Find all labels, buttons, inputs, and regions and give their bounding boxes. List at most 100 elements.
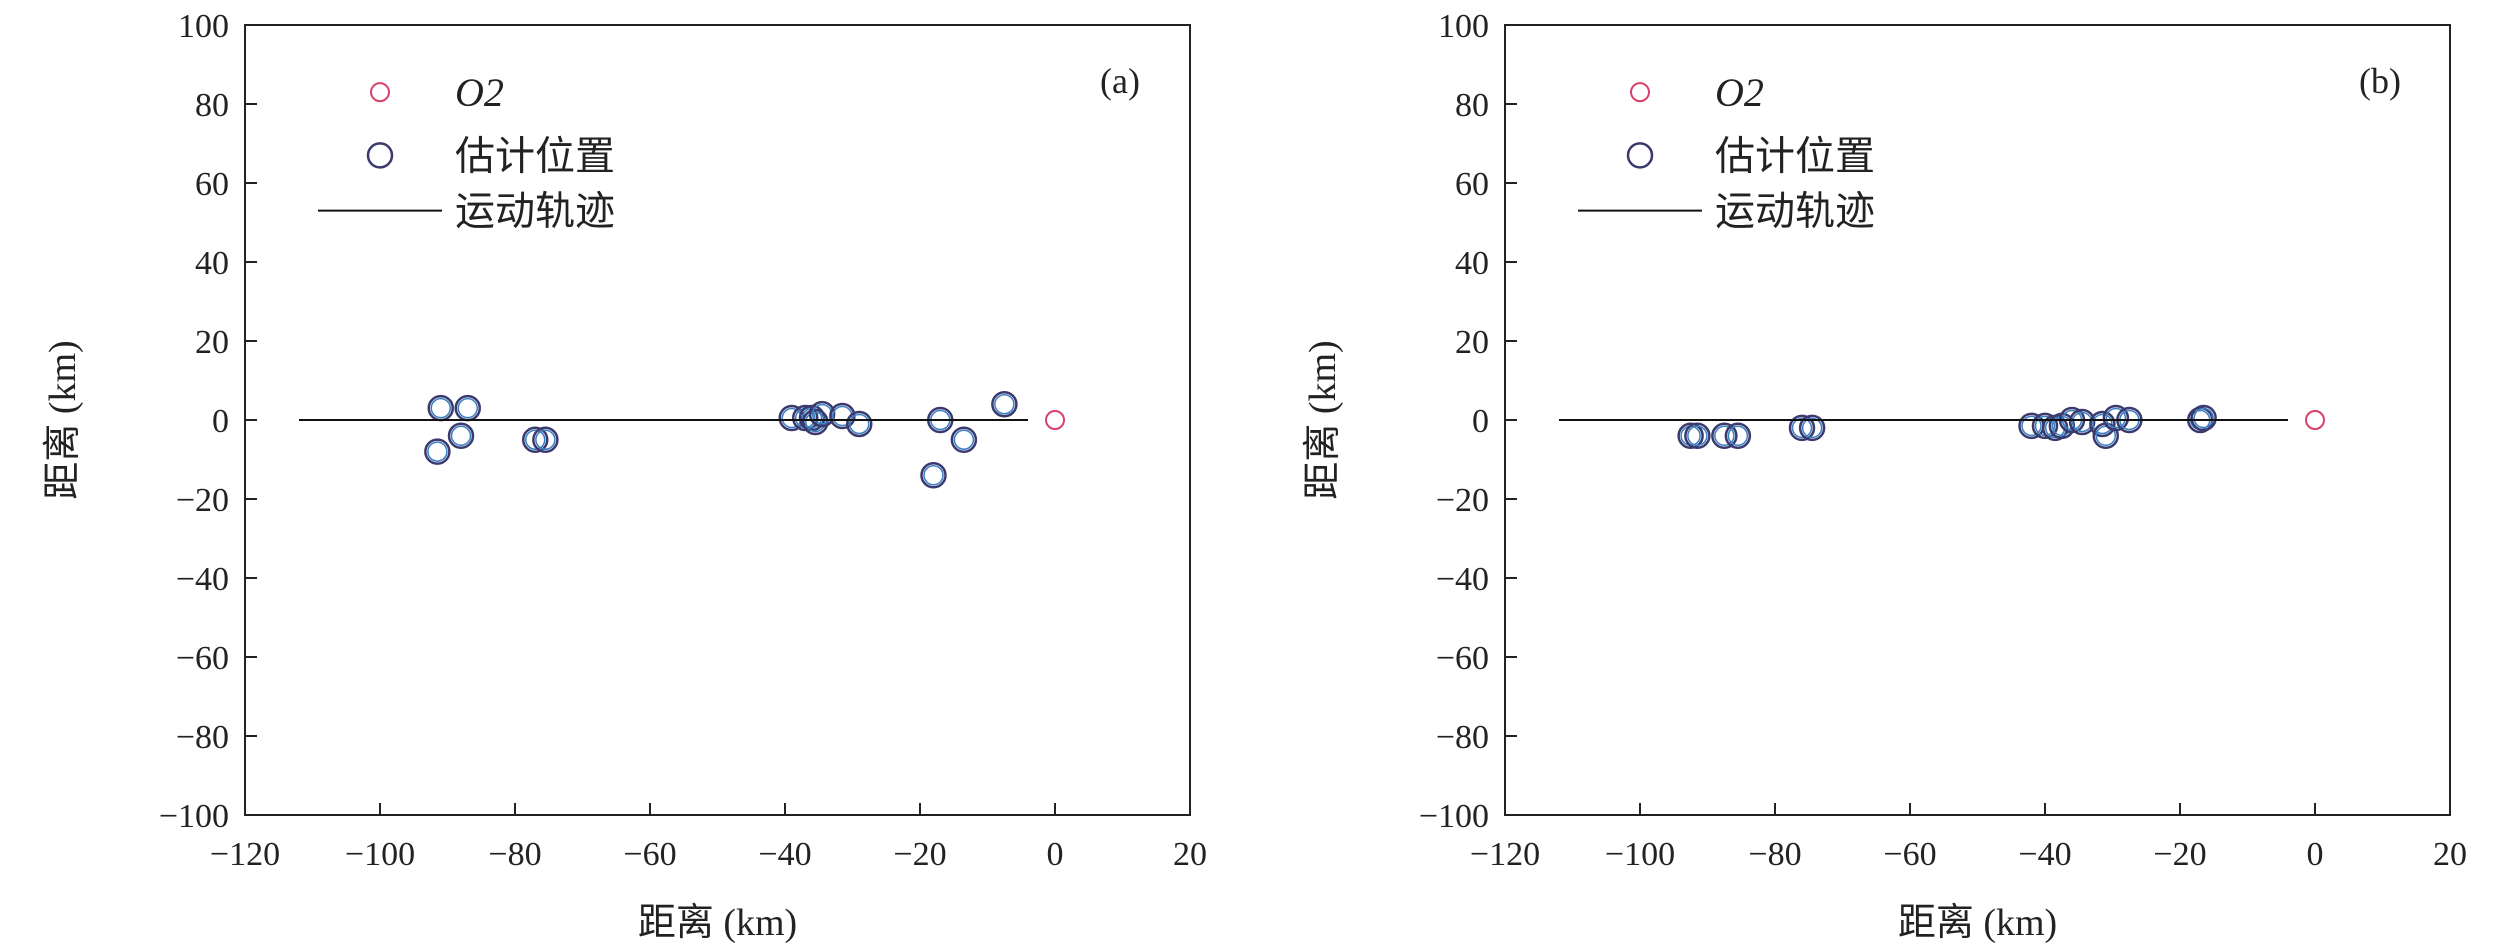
estimate-point-ring	[427, 394, 454, 422]
y-tick-label: −100	[159, 798, 229, 835]
y-tick-label: 40	[1455, 245, 1489, 282]
y-tick-label: −80	[176, 719, 229, 756]
legend-estimate-marker	[366, 142, 394, 169]
x-tick-label: −20	[2153, 836, 2206, 873]
x-tick-label: −100	[345, 836, 415, 873]
chart-panel-a: −120 −100 −80 −60 −40 −20 0 20100806040200−20−4…	[42, 8, 1207, 944]
legend-track-label: 运动轨迹	[455, 189, 615, 234]
estimate-point	[2102, 404, 2130, 432]
estimate-point	[846, 410, 873, 438]
estimate-point	[1711, 422, 1738, 450]
estimate-point-inner	[525, 429, 546, 450]
estimate-point-ring	[2102, 404, 2130, 432]
estimate-point-inner	[457, 397, 478, 419]
y-tick-label: 60	[1455, 166, 1489, 203]
y-axis-label: 距离 (km)	[1302, 340, 1344, 499]
legend-o2-marker	[370, 82, 390, 103]
panel-label: (a)	[1100, 61, 1140, 101]
estimate-point-inner	[1801, 417, 1823, 439]
y-tick-label: 60	[195, 166, 229, 203]
y-tick-label: 80	[1455, 87, 1489, 124]
estimate-point-ring	[2089, 410, 2116, 438]
y-tick-label: 100	[178, 8, 229, 45]
estimate-point	[1788, 414, 1816, 442]
estimate-point-inner	[535, 429, 556, 450]
estimate-point	[950, 426, 978, 453]
legend-estimate-marker	[1626, 142, 1654, 169]
estimate-point	[447, 422, 475, 450]
y-tick-label: −40	[176, 561, 229, 598]
estimate-point-ring	[991, 390, 1018, 418]
x-tick-label: −60	[1883, 836, 1936, 873]
y-tick-label: −60	[176, 640, 229, 677]
y-tick-label: 0	[212, 403, 229, 440]
estimate-point	[1684, 422, 1711, 450]
estimate-point-inner	[1714, 425, 1735, 447]
estimate-point-ring	[1711, 422, 1738, 450]
x-tick-label: 0	[2307, 836, 2324, 873]
panel-label: (b)	[2359, 61, 2401, 101]
y-tick-label: 0	[1472, 403, 1489, 440]
estimate-point	[424, 438, 451, 465]
estimate-point	[522, 426, 549, 453]
chart-panel-b: −120 −100 −80 −60 −40 −20 0 20100806040200−20−4…	[1302, 8, 2467, 944]
estimate-point-ring	[1684, 422, 1711, 450]
estimate-point-ring	[1724, 422, 1752, 450]
legend-estimate-label: 估计位置	[455, 133, 615, 178]
estimate-point-ring	[424, 438, 451, 465]
estimate-point-inner	[2021, 415, 2042, 437]
x-tick-label: −60	[623, 836, 676, 873]
estimate-point-inner	[923, 465, 944, 486]
estimate-point-inner	[1687, 425, 1708, 447]
estimate-point-inner	[994, 393, 1015, 415]
o2-point	[1045, 410, 1065, 430]
x-tick-label: −120	[1470, 836, 1540, 873]
legend-o2-label: O2	[455, 70, 504, 115]
legend-o2-label: O2	[1715, 70, 1764, 115]
estimate-point-ring	[1798, 414, 1826, 442]
estimate-point-inner	[1791, 417, 1813, 439]
estimate-point	[427, 394, 454, 422]
y-axis-label: 距离 (km)	[42, 340, 84, 499]
y-tick-label: 100	[1438, 8, 1489, 45]
estimate-point	[454, 394, 481, 422]
estimate-point-ring	[808, 400, 836, 428]
estimate-point-ring	[846, 410, 873, 438]
x-tick-label: −80	[1748, 836, 1801, 873]
estimate-point-ring	[920, 462, 947, 489]
estimate-point-inner	[1727, 425, 1749, 447]
x-tick-label: 20	[2433, 836, 2467, 873]
estimate-point-ring	[1788, 414, 1816, 442]
estimate-point-inner	[430, 397, 451, 419]
y-tick-label: −80	[1436, 719, 1489, 756]
y-tick-label: 40	[195, 245, 229, 282]
x-axis-label: 距离 (km)	[1898, 902, 2057, 944]
estimate-point-ring	[447, 422, 475, 450]
estimate-point-inner	[450, 425, 472, 447]
estimate-point-inner	[849, 413, 870, 435]
estimate-point-inner	[2105, 407, 2127, 429]
estimate-point-ring	[454, 394, 481, 422]
estimate-point	[991, 390, 1018, 418]
estimate-point-inner	[427, 441, 448, 462]
estimate-point-inner	[805, 411, 826, 433]
estimate-point	[2190, 404, 2217, 432]
x-tick-label: −80	[488, 836, 541, 873]
estimate-point	[2089, 410, 2116, 438]
x-tick-label: −40	[758, 836, 811, 873]
y-tick-label: −40	[1436, 561, 1489, 598]
y-tick-label: −20	[176, 482, 229, 519]
x-tick-label: −40	[2018, 836, 2071, 873]
x-tick-label: 20	[1173, 836, 1207, 873]
estimate-point-ring	[522, 426, 549, 453]
legend-track-label: 运动轨迹	[1715, 189, 1875, 234]
estimate-point	[1798, 414, 1826, 442]
estimate-point-ring	[532, 426, 559, 453]
x-axis-label: 距离 (km)	[638, 902, 797, 944]
y-tick-label: −100	[1419, 798, 1489, 835]
y-tick-label: 20	[1455, 324, 1489, 361]
y-tick-label: 20	[195, 324, 229, 361]
estimate-point	[1724, 422, 1752, 450]
estimate-point-ring	[950, 426, 978, 453]
